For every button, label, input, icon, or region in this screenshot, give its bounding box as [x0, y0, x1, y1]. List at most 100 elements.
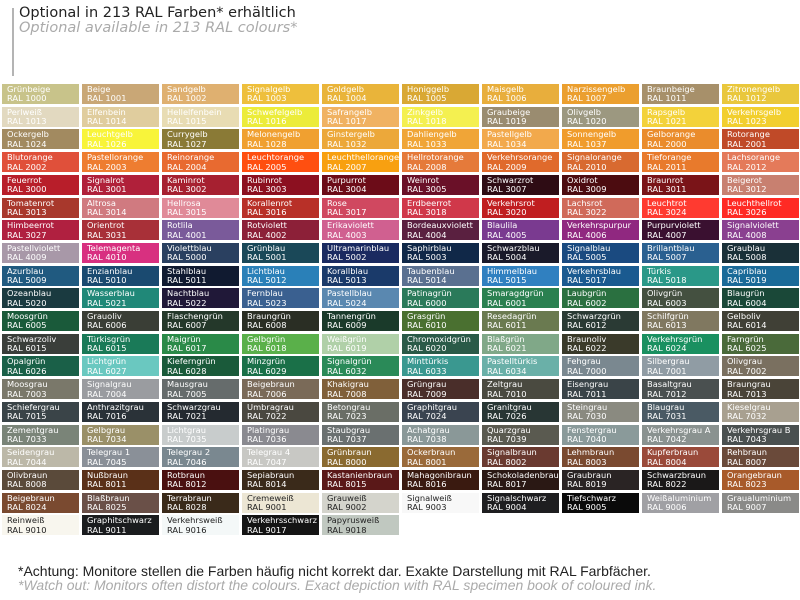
color-swatch: Lachsorange RAL 2012: [722, 152, 799, 173]
color-swatch: Lichtblau RAL 5012: [242, 265, 319, 286]
swatch-code: RAL 3015: [167, 206, 207, 217]
swatch-code: RAL 7047: [247, 456, 287, 467]
swatch-name: Moosgrau: [7, 379, 48, 390]
swatch-name: Schwefelgelb: [247, 106, 303, 117]
swatch-code: RAL 7045: [87, 456, 127, 467]
swatch-code: RAL 5009: [7, 275, 47, 285]
color-swatch: Patinagrün RAL 6000: [402, 288, 479, 309]
swatch-name: Hellelfenbein: [167, 106, 222, 117]
color-swatch: Schwarzgrau RAL 7021: [162, 401, 239, 422]
swatch-name: Beige: [87, 84, 111, 94]
color-swatch: Verkehrspurpur RAL 4006: [562, 220, 639, 241]
swatch-code: RAL 6013: [647, 320, 687, 331]
swatch-name: Telegrau 1: [87, 447, 131, 458]
color-swatch: Purpurrot RAL 3004: [322, 174, 399, 195]
swatch-code: RAL 1001: [87, 93, 127, 104]
swatch-code: RAL 3022: [567, 206, 607, 217]
swatch-code: RAL 7010: [487, 388, 527, 399]
swatch-code: RAL 2007: [327, 161, 367, 172]
swatch-code: RAL 5017: [567, 275, 607, 285]
swatch-name: Ginstergelb: [327, 129, 375, 140]
swatch-name: Lichtgrau: [167, 424, 207, 435]
color-swatch: Grasgrün RAL 6010: [402, 311, 479, 331]
swatch-code: RAL 4004: [407, 229, 447, 240]
color-swatch: Khakigrau RAL 7008: [322, 379, 399, 400]
color-swatch: Schwarzrot RAL 3007: [482, 174, 559, 195]
swatch-name: Patinagrün: [407, 288, 452, 299]
swatch-code: RAL 7021: [167, 411, 207, 422]
color-swatch: Signalrot RAL 3001: [82, 174, 159, 195]
color-swatch: Sandgelb RAL 1002: [162, 84, 239, 104]
swatch-code: RAL 7011: [567, 388, 607, 399]
swatch-name: Weinrot: [407, 174, 439, 185]
swatch-name: Türkisgrün: [87, 333, 131, 344]
color-swatch: Silbergrau RAL 7001: [642, 356, 719, 377]
swatch-name: Sandgelb: [167, 84, 206, 94]
swatch-code: RAL 3017: [327, 206, 367, 217]
swatch-name: Melonengelb: [247, 129, 301, 140]
color-swatch: Capriblau RAL 5019: [722, 265, 799, 286]
swatch-code: RAL 6014: [727, 320, 767, 331]
swatch-name: Kieferngrün: [167, 356, 216, 367]
swatch-name: Lichtgrün: [87, 356, 127, 367]
swatch-code: RAL 6026: [7, 365, 47, 376]
color-swatch: Lehmbraun RAL 8003: [562, 447, 639, 468]
swatch-name: Beigerot: [727, 174, 763, 185]
footer-note-english: *Watch out: Monitors often distort the c…: [18, 577, 657, 593]
color-swatch: Korallenrot RAL 3016: [242, 197, 319, 218]
swatch-code: RAL 5001: [247, 252, 287, 263]
swatch-name: Schwarzbraun: [647, 469, 707, 480]
swatch-code: RAL 8011: [87, 479, 127, 490]
swatch-code: RAL 6015: [87, 343, 127, 354]
swatch-code: RAL 6017: [167, 343, 207, 354]
color-swatch: Oxidrot RAL 3009: [562, 174, 639, 195]
color-swatch: Pastelltürkis RAL 6034: [482, 356, 559, 377]
swatch-name: Lehmbraun: [567, 447, 615, 458]
swatch-name: Granitgrau: [487, 401, 532, 412]
swatch-code: RAL 9018: [327, 524, 367, 535]
swatch-name: Khakigrau: [327, 379, 369, 390]
swatch-code: RAL 3001: [87, 184, 127, 195]
swatch-name: Signalgrün: [327, 356, 372, 367]
swatch-code: RAL 6019: [327, 343, 367, 354]
swatch-name: Zinkgelb: [407, 106, 443, 117]
color-swatch: Rotlila RAL 4001: [162, 220, 239, 241]
color-swatch: Orangebraun RAL 8023: [722, 469, 799, 490]
footer-note-german: *Achtung: Monitore stellen die Farben hä…: [18, 563, 651, 579]
swatch-code: RAL 5011: [167, 275, 207, 285]
swatch-name: Purpurviolett: [647, 220, 701, 231]
swatch-name: Farngrün: [727, 333, 764, 344]
color-swatch: Gelboliv RAL 6014: [722, 311, 799, 331]
swatch-code: RAL 6010: [407, 320, 447, 331]
swatch-code: RAL 5012: [247, 275, 287, 285]
color-swatch: Kupferbraun RAL 8004: [642, 447, 719, 468]
swatch-code: RAL 5014: [407, 275, 447, 285]
swatch-code: RAL 9005: [567, 502, 607, 512]
swatch-code: RAL 8025: [87, 502, 127, 512]
color-swatch: Verkehrsrot RAL 3020: [482, 197, 559, 218]
swatch-code: RAL 3003: [247, 184, 287, 195]
swatch-name: Maisgelb: [487, 84, 524, 94]
color-swatch: Signalgrau RAL 7004: [82, 379, 159, 400]
color-swatch: Honiggelb RAL 1005: [402, 84, 479, 104]
color-swatch: Beigebraun RAL 7006: [242, 379, 319, 400]
swatch-name: Zementgrau: [7, 424, 59, 435]
swatch-name: Nachtblau: [167, 288, 210, 299]
swatch-code: RAL 5002: [327, 252, 367, 263]
color-swatch: Wasserblau RAL 5021: [82, 288, 159, 309]
color-swatch: Erikaviolett RAL 4003: [322, 220, 399, 241]
color-swatch: Farngrün RAL 6025: [722, 333, 799, 354]
color-swatch: Graubeige RAL 1019: [482, 106, 559, 127]
swatch-name: Rapsgelb: [647, 106, 686, 117]
swatch-code: RAL 4006: [567, 229, 607, 240]
swatch-name: Signalweiß: [407, 492, 452, 503]
swatch-name: Goldgelb: [327, 84, 365, 94]
color-swatch: Rapsgelb RAL 1021: [642, 106, 719, 127]
swatch-name: Pastelltürkis: [487, 356, 538, 367]
color-swatch: Minzgrün RAL 6029: [242, 356, 319, 377]
swatch-name: Zitronengelb: [727, 84, 781, 94]
swatch-name: Mausgrau: [167, 379, 208, 390]
swatch-code: RAL 7024: [407, 411, 447, 422]
color-swatch: Grauweiß RAL 9002: [322, 492, 399, 513]
swatch-name: Cremeweiß: [247, 492, 294, 503]
